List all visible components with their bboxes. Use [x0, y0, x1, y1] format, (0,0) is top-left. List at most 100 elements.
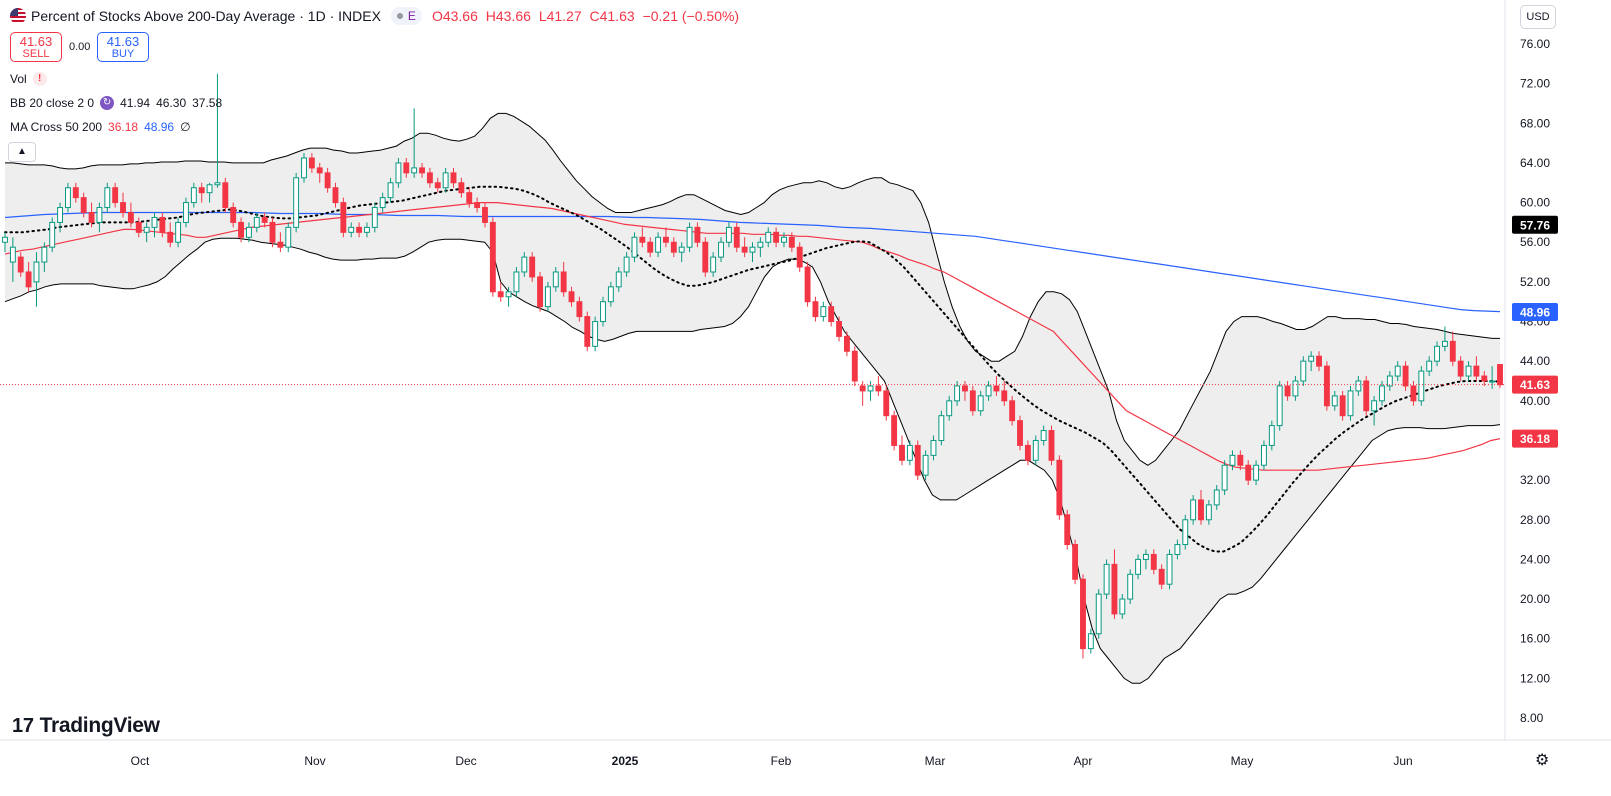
candle-body: [245, 226, 252, 238]
candle: [1465, 361, 1472, 381]
candle: [812, 296, 819, 322]
candle-body: [954, 385, 961, 402]
candle-body: [1048, 430, 1055, 461]
high-value: H43.66: [485, 8, 531, 24]
tradingview-logo[interactable]: 17 TradingView: [12, 714, 160, 738]
candle: [544, 281, 551, 312]
candle-body: [80, 197, 87, 214]
candle-body: [497, 291, 504, 298]
ma-cross-indicator[interactable]: MA Cross 50 200 36.18 48.96 ∅: [10, 120, 197, 134]
candle: [678, 242, 685, 263]
candle-body: [1221, 464, 1228, 491]
candle: [733, 222, 740, 253]
candle-body: [804, 266, 811, 303]
candle: [1009, 395, 1016, 426]
gear-icon[interactable]: ⚙: [1535, 752, 1550, 769]
y-tick-label: 8.00: [1520, 711, 1544, 725]
candle: [104, 182, 111, 213]
candle-body: [521, 256, 528, 273]
candle: [1127, 569, 1134, 605]
candle: [450, 167, 457, 188]
x-tick-label: Apr: [1074, 754, 1093, 768]
ma-suffix: ∅: [180, 120, 191, 134]
candle-body: [1386, 375, 1393, 387]
candle-body: [899, 444, 905, 461]
time-axis[interactable]: Oct Nov Dec 2025 Feb Mar Apr May Jun: [131, 754, 1413, 768]
candle-body: [450, 172, 457, 184]
candle: [301, 153, 307, 183]
earnings-pill[interactable]: E: [390, 7, 422, 25]
candle-body: [1024, 444, 1031, 461]
candle: [670, 237, 677, 258]
ma-slow-value: 48.96: [144, 120, 175, 134]
candle-body: [1009, 400, 1016, 422]
candle-body: [72, 187, 79, 199]
candle-body: [1245, 464, 1252, 481]
candle: [1056, 455, 1063, 520]
x-tick-label: Dec: [455, 754, 476, 768]
candle: [1103, 559, 1110, 600]
candle-body: [552, 271, 559, 288]
candle: [1481, 371, 1488, 386]
candle: [466, 187, 473, 208]
candle-body: [607, 286, 614, 303]
bollinger-indicator[interactable]: BB 20 close 2 0 ↻ 41.94 46.30 37.58: [10, 96, 228, 110]
candle-body: [49, 221, 56, 248]
candle-body: [1205, 504, 1212, 521]
candle: [930, 435, 937, 461]
candle: [120, 192, 126, 218]
warning-icon[interactable]: !: [32, 72, 47, 86]
candle-body: [985, 385, 992, 397]
bb-basis-value: 41.94: [120, 96, 151, 110]
candle: [474, 197, 481, 213]
candle-body: [1355, 380, 1362, 392]
candle: [1166, 549, 1173, 590]
y-tick-label: 24.00: [1520, 552, 1550, 566]
candle: [206, 182, 213, 203]
candle-body: [843, 335, 850, 352]
candle: [80, 192, 87, 218]
candle-body: [25, 271, 32, 288]
x-tick-label: Oct: [131, 754, 150, 768]
x-tick-label: Mar: [925, 754, 946, 768]
candle-body: [474, 202, 481, 209]
candle: [1237, 450, 1244, 471]
price-axis[interactable]: 76.0072.0068.0064.0060.0056.0052.0048.00…: [1520, 37, 1550, 725]
candle-body: [631, 236, 638, 258]
symbol-title[interactable]: Percent of Stocks Above 200-Day Average …: [31, 8, 381, 24]
candle: [112, 182, 119, 208]
candle-body: [1135, 558, 1141, 575]
chevron-up-icon[interactable]: ▲: [8, 142, 36, 162]
candle-body: [828, 306, 835, 323]
candle: [537, 271, 543, 312]
x-tick-label: Nov: [304, 754, 325, 768]
candle: [623, 252, 630, 277]
candle-body: [1276, 385, 1283, 427]
refresh-icon[interactable]: ↻: [100, 96, 115, 110]
candle: [875, 376, 882, 396]
candle-body: [1237, 454, 1244, 466]
candle: [820, 301, 827, 322]
candle-body: [1323, 365, 1330, 407]
earnings-badge: E: [407, 9, 416, 23]
candle: [631, 232, 638, 263]
candle-body: [946, 400, 953, 417]
candle: [568, 286, 575, 307]
volume-indicator[interactable]: Vol !: [10, 72, 53, 86]
candle: [1339, 390, 1346, 421]
currency-selector[interactable]: USD: [1520, 5, 1556, 29]
candle-body: [1339, 395, 1346, 417]
sell-button[interactable]: 41.63 SELL: [10, 32, 62, 62]
candle-body: [190, 187, 197, 204]
symbol-header[interactable]: Percent of Stocks Above 200-Day Average …: [10, 6, 743, 26]
candle: [25, 262, 32, 292]
candle: [765, 227, 772, 248]
candle-body: [568, 291, 575, 303]
candle-body: [1473, 365, 1480, 377]
candle-body: [316, 167, 323, 174]
candle: [694, 222, 701, 248]
candle: [183, 197, 189, 228]
candle-body: [891, 415, 898, 446]
buy-button[interactable]: 41.63 BUY: [97, 32, 149, 62]
